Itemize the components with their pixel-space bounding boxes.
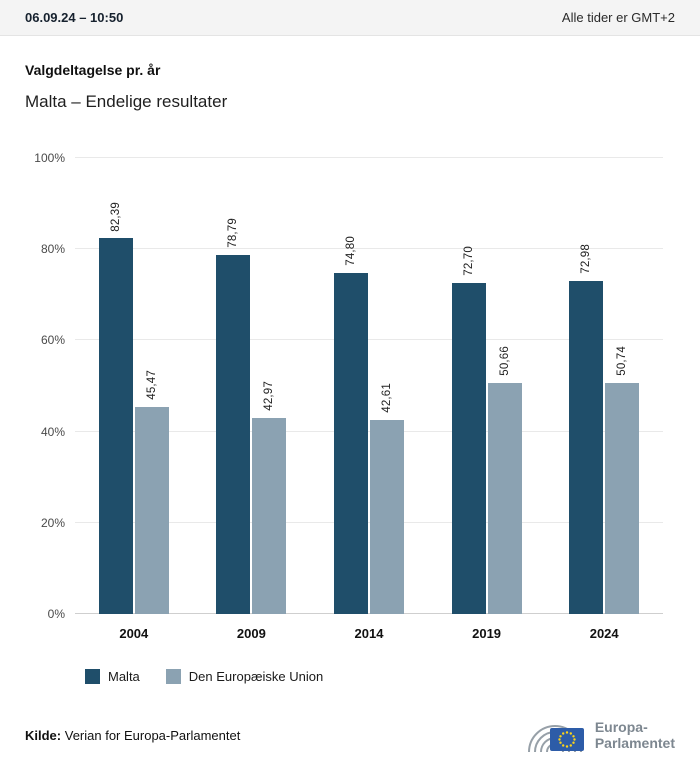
- gridline: [75, 248, 663, 250]
- source-note: Kilde: Verian for Europa-Parlamentet: [25, 728, 240, 743]
- bar-value-label: 74,80: [344, 236, 357, 266]
- bar-groups: 82,39 45,47 2004 78,79 42,97 2009 74,80 42,61 20…: [75, 158, 663, 641]
- bar-group-2019: 72,70 50,66 2019: [428, 158, 546, 641]
- x-axis-label: 2009: [236, 626, 266, 641]
- y-axis-tick: 20%: [40, 515, 65, 530]
- bar-chart: 0% 20% 40% 60% 80% 100% 82,39 45,47 2004 78,79 42,…: [25, 151, 675, 684]
- bar-2004-malta[interactable]: 82,39: [98, 202, 133, 614]
- ep-hemicycle-flag-icon: [527, 725, 584, 753]
- y-axis-tick: 40%: [40, 424, 65, 439]
- page-title: Valgdeltagelse pr. år: [25, 62, 161, 78]
- bar-2019-den-europ-iske-union[interactable]: 50,66: [487, 346, 522, 614]
- legend-swatch: [85, 669, 100, 684]
- bar-value-label: 42,97: [263, 381, 276, 412]
- x-axis-label: 2019: [472, 626, 502, 641]
- bar-group-2024: 72,98 50,74 2024: [545, 158, 663, 641]
- plot-area: 0% 20% 40% 60% 80% 100% 82,39 45,47 2004 78,79 42,…: [34, 151, 663, 641]
- y-axis-tick: 0%: [47, 607, 65, 621]
- bar-2024-den-europ-iske-union[interactable]: 50,74: [605, 346, 640, 614]
- ep-logo: Europa- Parlamentet: [523, 712, 675, 758]
- bar-value-label: 82,39: [109, 201, 122, 232]
- bar-2024-malta[interactable]: 72,98: [569, 244, 604, 614]
- ep-logo-text: Europa- Parlamentet: [595, 719, 675, 751]
- gridline: [75, 521, 663, 523]
- datetime-text: 06.09.24 – 10:50: [25, 10, 124, 25]
- bar-value-label: 72,70: [462, 245, 475, 276]
- status-bar: 06.09.24 – 10:50 Alle tider er GMT+2: [0, 0, 700, 36]
- gridline: [75, 430, 663, 432]
- bar-group-2009: 78,79 42,97 2009: [193, 158, 311, 641]
- bar-2014-den-europ-iske-union[interactable]: 42,61: [369, 383, 404, 614]
- legend-item-malta[interactable]: Malta: [85, 669, 140, 684]
- bar-2009-den-europ-iske-union[interactable]: 42,97: [252, 381, 287, 614]
- source-text: Verian for Europa-Parlamentet: [61, 727, 241, 743]
- page-subtitle: Malta – Endelige resultater: [25, 92, 228, 111]
- y-axis-tick: 80%: [40, 242, 65, 257]
- ep-logo-text-line2: Parlamentet: [594, 735, 675, 751]
- ep-logo-text-line1: Europa-: [594, 718, 648, 735]
- bar-2009-malta[interactable]: 78,79: [216, 218, 251, 614]
- timezone-text: Alle tider er GMT+2: [561, 10, 675, 25]
- bar-value-label: 50,74: [616, 345, 629, 376]
- bar-value-label: 72,98: [580, 244, 593, 275]
- gridline: [75, 339, 663, 341]
- x-axis-label: 2014: [354, 626, 384, 641]
- legend-swatch: [165, 669, 181, 684]
- x-axis-label: 2024: [589, 626, 619, 641]
- bar-2004-den-europ-iske-union[interactable]: 45,47: [134, 370, 169, 614]
- bar-value-label: 42,61: [380, 382, 393, 413]
- legend-label: Den Europæiske Union: [188, 669, 324, 684]
- bar-2014-malta[interactable]: 74,80: [333, 236, 368, 614]
- bar-value-label: 45,47: [145, 369, 158, 400]
- bar-value-label: 50,66: [498, 346, 511, 376]
- y-axis-tick: 60%: [40, 333, 65, 348]
- bar-group-2004: 82,39 45,47 2004: [75, 158, 193, 641]
- y-axis-tick: 100%: [34, 151, 65, 165]
- x-axis-line: [75, 613, 663, 614]
- chart-legend: Malta Den Europæiske Union: [85, 669, 675, 684]
- source-label: Kilde:: [25, 727, 62, 743]
- legend-item-den-europ-iske-union[interactable]: Den Europæiske Union: [165, 669, 324, 684]
- x-axis-label: 2004: [119, 626, 149, 641]
- bar-group-2014: 74,80 42,61 2014: [310, 158, 428, 641]
- bar-value-label: 78,79: [227, 217, 240, 248]
- footer: Kilde: Verian for Europa-Parlamentet: [0, 712, 700, 758]
- gridline: [75, 157, 663, 158]
- legend-label: Malta: [108, 669, 140, 684]
- bar-2019-malta[interactable]: 72,70: [451, 246, 486, 614]
- eu-flag-icon: [549, 728, 584, 751]
